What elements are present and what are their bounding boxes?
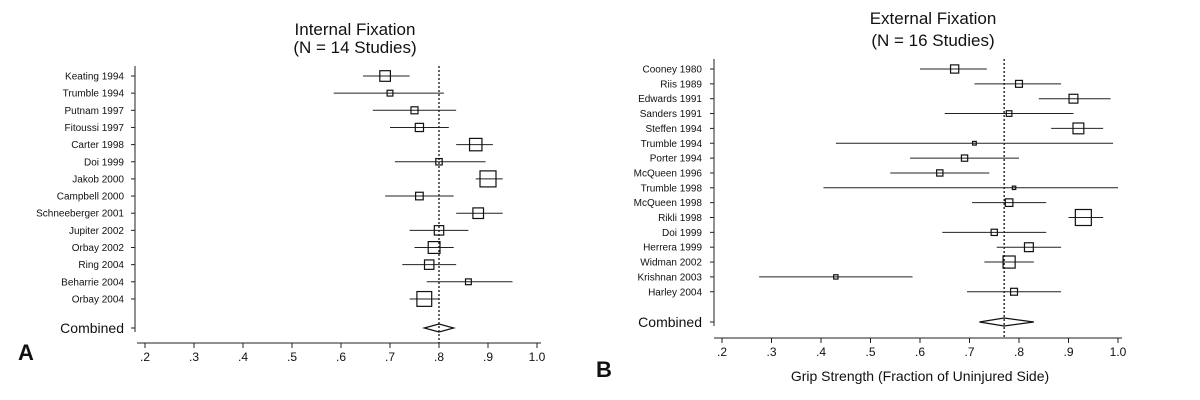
- x-tick-label: .6: [915, 345, 925, 359]
- x-tick-label: 1.0: [529, 350, 546, 364]
- point-estimate-box: [435, 157, 443, 166]
- point-estimate-box: [960, 154, 969, 162]
- study-label: Doi 1999: [84, 157, 124, 168]
- study-label: McQueen 1996: [634, 168, 703, 179]
- combined-diamond: [979, 317, 1034, 327]
- combined-diamond: [422, 323, 456, 333]
- study-label: Edwards 1991: [638, 94, 702, 105]
- chart-title: Internal Fixation: [295, 20, 416, 39]
- x-tick-label: .7: [964, 345, 974, 359]
- point-estimate-box: [972, 140, 977, 146]
- x-tick-label: .3: [189, 350, 199, 364]
- study-label: Widman 2002: [640, 258, 702, 269]
- point-estimate-box: [423, 259, 435, 270]
- x-tick-label: .5: [865, 345, 875, 359]
- study-label: Schneeberger 2001: [36, 209, 124, 220]
- point-estimate-box: [1011, 185, 1017, 191]
- study-label: Krishnan 2003: [638, 272, 703, 283]
- study-label: Carter 1998: [71, 140, 124, 151]
- study-label: Porter 1994: [650, 154, 703, 165]
- study-label: Trumble 1994: [641, 139, 703, 150]
- study-label: Doi 1999: [662, 228, 702, 239]
- point-estimate-box: [1004, 198, 1014, 208]
- point-estimate-box: [416, 290, 433, 307]
- x-tick-label: .7: [385, 350, 395, 364]
- point-estimate-box: [1005, 110, 1013, 117]
- study-label: Campbell 2000: [57, 192, 125, 203]
- panel-letter: A: [18, 340, 34, 365]
- x-tick-label: .5: [287, 350, 297, 364]
- x-tick-label: .8: [434, 350, 444, 364]
- point-estimate-box: [1014, 79, 1024, 88]
- study-label: Steffen 1994: [645, 124, 702, 135]
- point-estimate-box: [833, 274, 839, 280]
- combined-label: Combined: [60, 320, 124, 336]
- point-estimate-box: [479, 170, 497, 188]
- point-estimate-box: [468, 137, 483, 152]
- point-estimate-box: [386, 89, 394, 97]
- x-tick-label: .6: [336, 350, 346, 364]
- point-estimate-box: [1009, 287, 1019, 296]
- study-label: Riis 1989: [660, 79, 702, 90]
- x-tick-label: .9: [483, 350, 493, 364]
- study-label: Trumble 1994: [63, 89, 125, 100]
- panel-letter: B: [596, 357, 612, 382]
- x-tick-label: 1.0: [1110, 345, 1127, 359]
- study-label: Fitoussi 1997: [65, 123, 125, 134]
- study-label: Herrera 1999: [643, 243, 702, 254]
- x-tick-label: .3: [766, 345, 776, 359]
- x-tick-label: .4: [238, 350, 248, 364]
- study-label: Trumble 1998: [641, 183, 703, 194]
- study-label: Keating 1994: [65, 72, 124, 83]
- chart-title: External Fixation: [870, 9, 997, 28]
- point-estimate-box: [1068, 93, 1079, 104]
- x-tick-label: .9: [1063, 345, 1073, 359]
- study-label: Rikli 1998: [658, 213, 702, 224]
- point-estimate-box: [1002, 255, 1016, 269]
- point-estimate-box: [949, 64, 960, 74]
- point-estimate-box: [936, 169, 944, 177]
- point-estimate-box: [433, 225, 445, 236]
- x-tick-label: .2: [140, 350, 150, 364]
- study-label: Harley 2004: [648, 287, 702, 298]
- study-label: Sanders 1991: [640, 109, 703, 120]
- point-estimate-box: [1023, 242, 1034, 253]
- study-label: Beharrie 2004: [61, 277, 124, 288]
- study-label: Orbay 2002: [72, 243, 125, 254]
- x-tick-label: .4: [816, 345, 826, 359]
- study-label: Jakob 2000: [72, 174, 124, 185]
- study-label: Cooney 1980: [643, 65, 703, 76]
- study-label: McQueen 1998: [634, 198, 703, 209]
- point-estimate-box: [415, 191, 424, 201]
- chart-subtitle: (N = 16 Studies): [871, 31, 994, 50]
- point-estimate-box: [1074, 208, 1092, 227]
- study-label: Orbay 2004: [72, 294, 125, 305]
- point-estimate-box: [379, 70, 391, 82]
- study-label: Jupiter 2002: [69, 226, 124, 237]
- study-label: Putnam 1997: [65, 106, 125, 117]
- point-estimate-box: [464, 278, 472, 286]
- combined-label: Combined: [638, 314, 702, 330]
- x-tick-label: .8: [1014, 345, 1024, 359]
- point-estimate-box: [414, 122, 425, 133]
- point-estimate-box: [472, 207, 485, 220]
- study-label: Ring 2004: [78, 260, 124, 271]
- point-estimate-box: [1072, 122, 1085, 135]
- point-estimate-box: [410, 106, 419, 115]
- x-tick-label: .2: [717, 345, 727, 359]
- point-estimate-box: [427, 241, 441, 255]
- chart-subtitle: (N = 14 Studies): [293, 38, 416, 57]
- point-estimate-box: [990, 228, 998, 237]
- x-axis-title: Grip Strength (Fraction of Uninjured Sid…: [791, 368, 1049, 384]
